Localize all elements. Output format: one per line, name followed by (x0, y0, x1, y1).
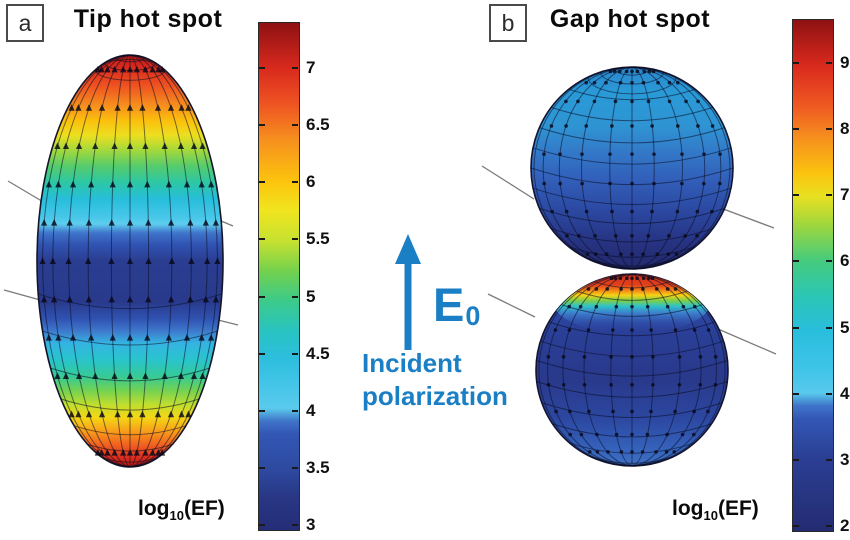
incident-polarization-caption: Incident polarization (362, 347, 508, 413)
colorbar-tick-label: 3 (306, 515, 316, 535)
colorbar-tick-mark (826, 326, 832, 329)
colorbar-a: 7 6.5 6 5.5 5 4.5 4 3.5 3 (258, 22, 353, 534)
caption-line-1: Incident (362, 348, 462, 378)
colorbar-tick-label: 5 (306, 286, 316, 306)
colorbar-tick-mark (826, 392, 832, 395)
colorbar-tick-mark (826, 260, 832, 263)
colorbar-tick-mark (292, 524, 298, 527)
colorbar-tick-mark (826, 458, 832, 461)
colorbar-tick-mark (826, 524, 832, 527)
colorbar-tick-mark (259, 67, 265, 69)
colorbar-tick-mark (259, 524, 265, 527)
panel-title-a: Tip hot spot (73, 5, 223, 33)
colorbar-tick-mark (793, 524, 799, 527)
colorbar-tick-label: 7 (840, 185, 850, 205)
colorbar-tick-label: 4 (840, 383, 850, 403)
colorbar-tick-mark (259, 409, 265, 412)
colorbar-tick-mark (826, 62, 832, 64)
panel-label-b: b (489, 4, 527, 42)
top-sphere-group (530, 66, 734, 270)
colorbar-tick-mark (259, 352, 265, 355)
colorbar-tick-mark (259, 238, 265, 241)
colorbar-b: 9 8 7 6 5 4 3 2 (792, 19, 850, 535)
colorbar-tick-label: 8 (840, 119, 850, 139)
gap-hot-spot-figure (481, 66, 777, 467)
axis-lines-b (481, 165, 777, 355)
colorbar-tick-mark (292, 295, 298, 298)
colorbar-tick-mark (826, 128, 832, 131)
colorbar-tick-label: 6.5 (306, 115, 330, 135)
colorbar-tick-label: 9 (840, 53, 850, 72)
colorbar-tick-mark (259, 466, 265, 469)
colorbar-tick-mark (259, 124, 265, 127)
colorbar-tick-mark (793, 392, 799, 395)
colorbar-tick-label: 6 (840, 251, 850, 271)
ellipsoid-field-arrows (39, 65, 221, 456)
panel-title-b: Gap hot spot (549, 5, 711, 33)
tip-hot-spot-figure (3, 54, 239, 468)
e0-arrow-icon (395, 234, 421, 350)
colorbar-tick-mark (826, 194, 832, 197)
colorbar-tick-mark (793, 128, 799, 131)
caption-line-2: polarization (362, 381, 508, 411)
colorbar-tick-label: 7 (306, 58, 316, 77)
colorbar-a-gradient (258, 22, 300, 531)
colorbar-tick-label: 5.5 (306, 229, 330, 249)
colorbar-tick-mark (292, 409, 298, 412)
colorbar-tick-label: 3.5 (306, 457, 330, 477)
colorbar-tick-mark (292, 466, 298, 469)
colorbar-tick-mark (793, 194, 799, 197)
colorbar-tick-label: 5 (840, 317, 850, 337)
colorbar-tick-mark (793, 260, 799, 263)
colorbar-tick-label: 6 (306, 172, 316, 192)
colorbar-tick-mark (793, 62, 799, 64)
panel-label-a: a (6, 4, 44, 42)
e0-field-label: E 0 (433, 278, 481, 331)
colorbar-tick-mark (793, 458, 799, 461)
colorbar-tick-mark (259, 295, 265, 298)
panel-letter-a: a (18, 9, 32, 36)
colorbar-tick-mark (259, 181, 265, 184)
colorbar-tick-mark (292, 352, 298, 355)
bottom-sphere-group (535, 273, 729, 467)
colorbar-tick-mark (292, 124, 298, 127)
scale-label-a: log10(EF) (138, 497, 225, 524)
colorbar-tick-mark (292, 67, 298, 69)
colorbar-tick-label: 2 (840, 515, 850, 535)
scale-label-b: log10(EF) (672, 497, 759, 524)
colorbar-tick-mark (292, 181, 298, 184)
colorbar-tick-label: 4 (306, 400, 316, 420)
panel-letter-b: b (501, 9, 515, 36)
colorbar-tick-label: 4.5 (306, 343, 330, 363)
colorbar-tick-mark (292, 238, 298, 241)
colorbar-tick-mark (793, 326, 799, 329)
colorbar-tick-label: 3 (840, 449, 850, 469)
colorbar-b-gradient (792, 19, 834, 532)
